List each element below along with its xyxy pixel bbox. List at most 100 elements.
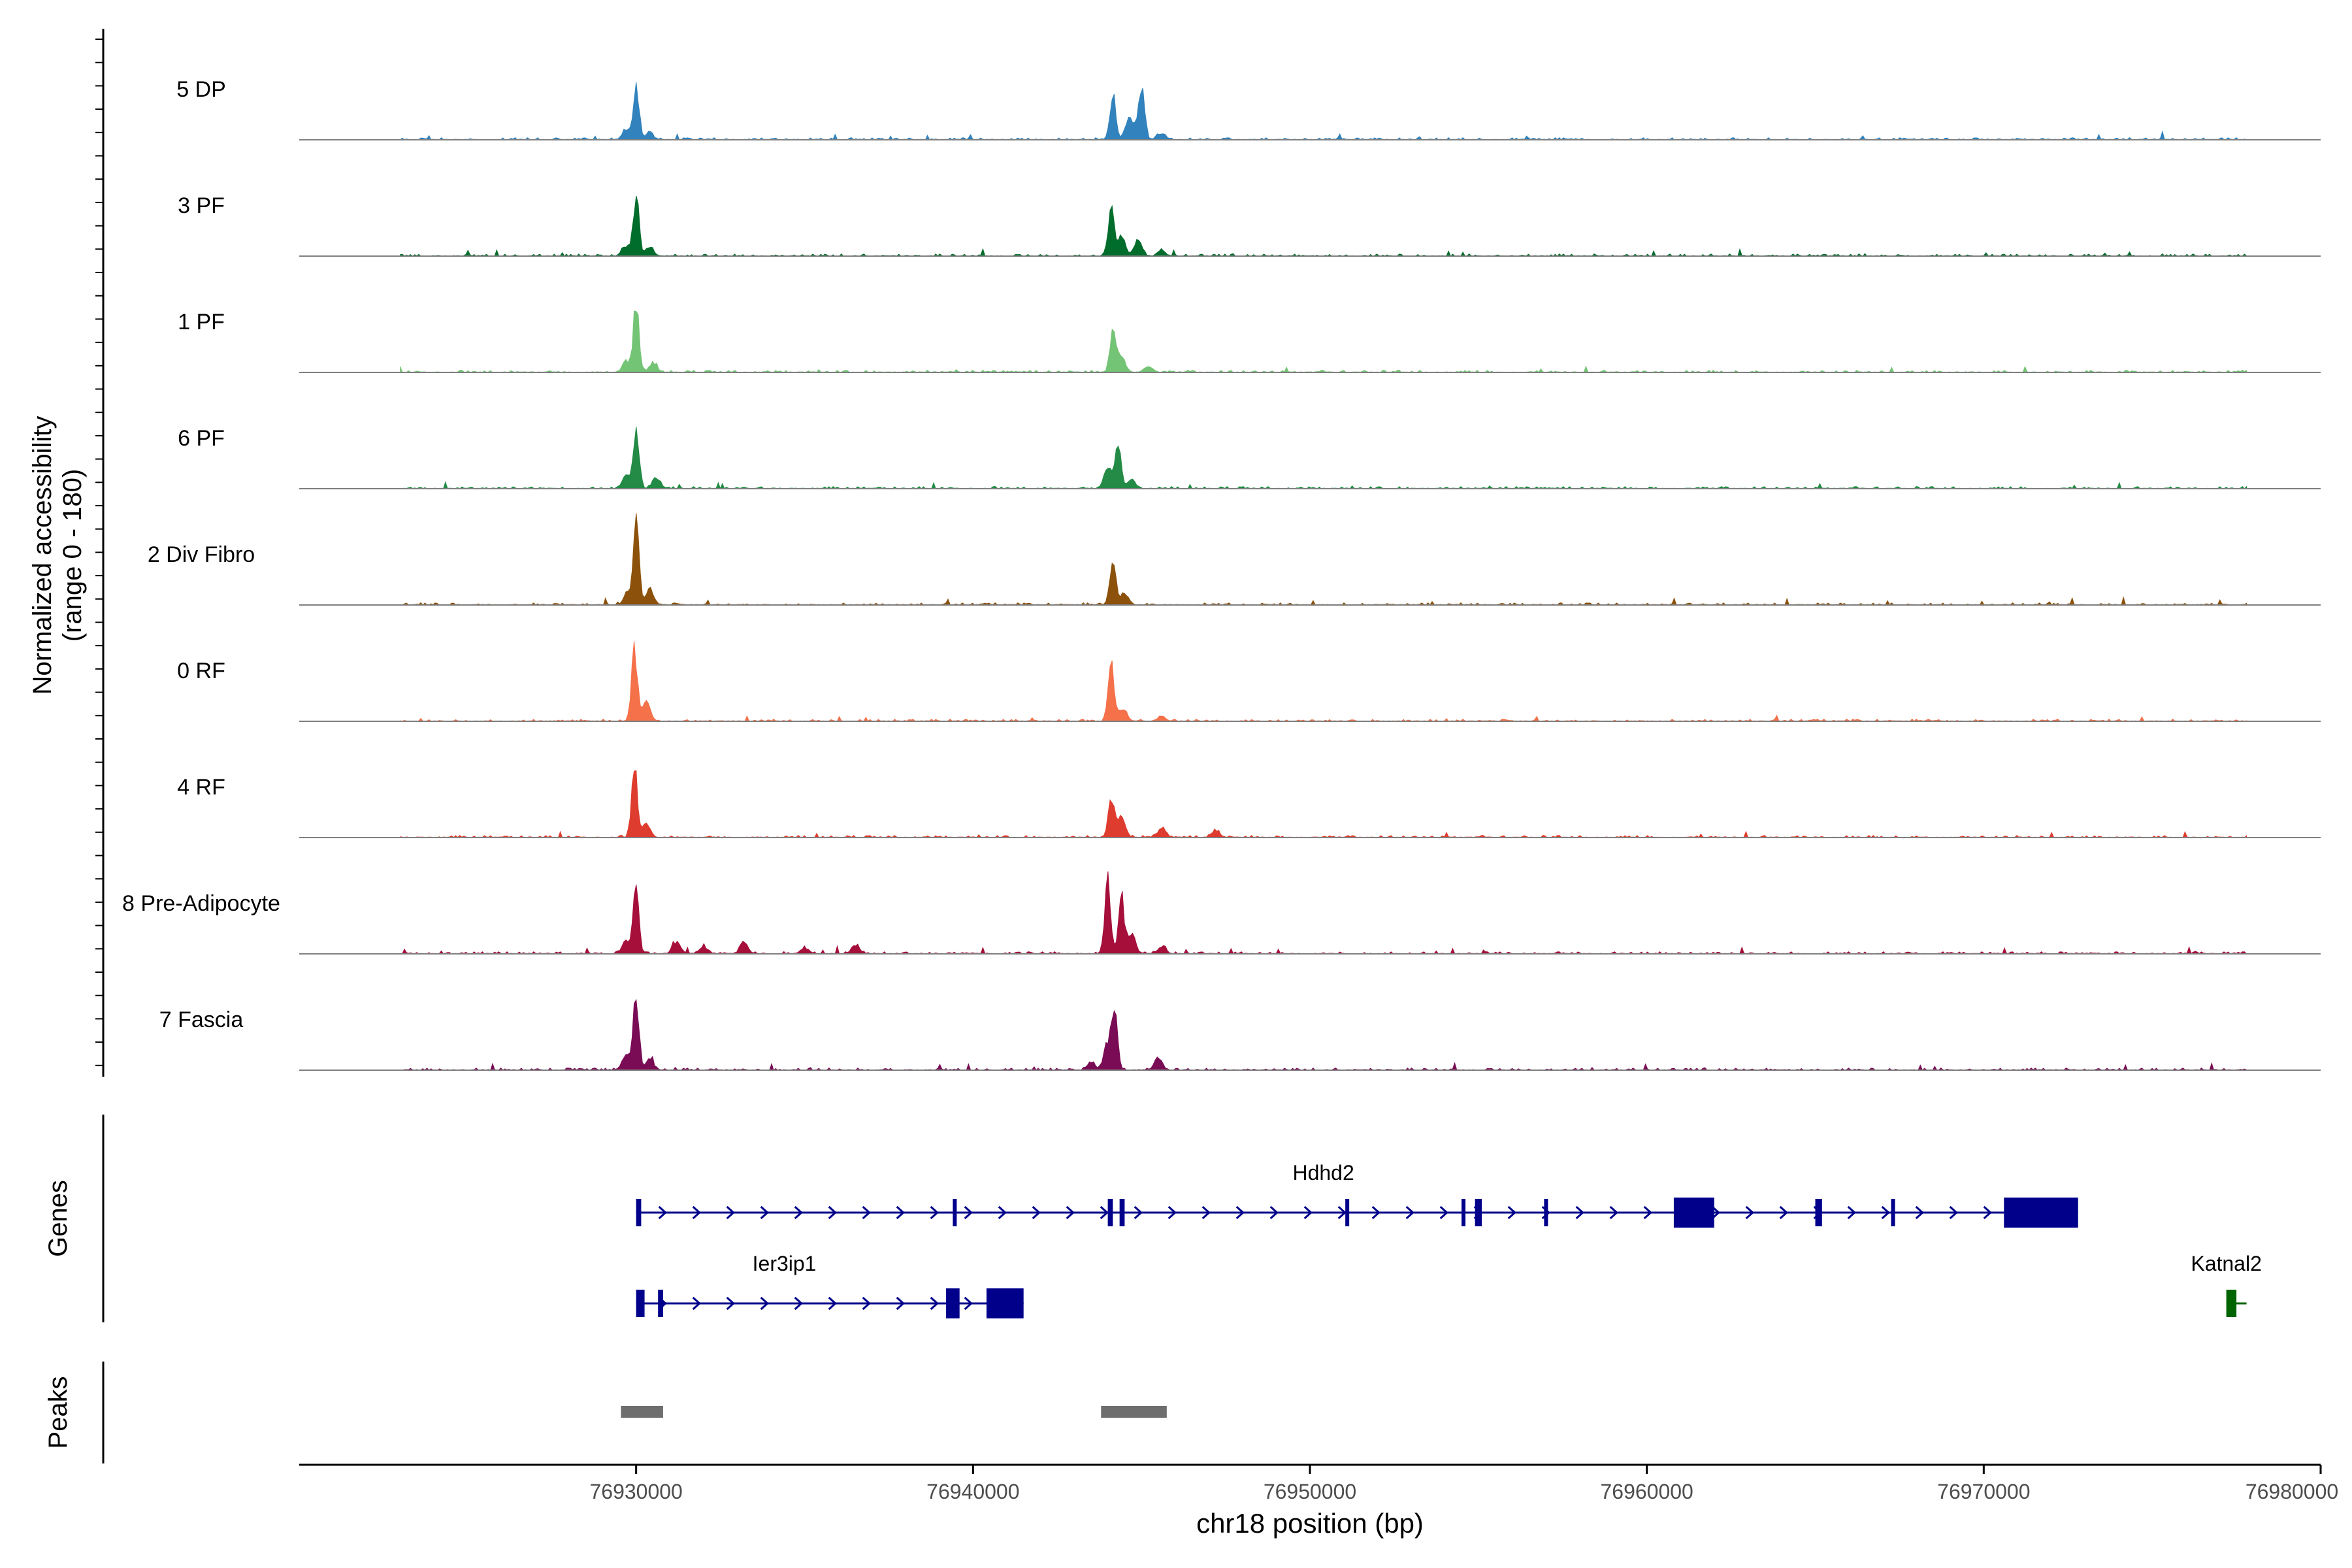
strand-chevron [930,1205,939,1220]
gene-exon [636,1290,645,1317]
track-3-pf: 3 PF [178,193,2321,257]
strand-chevron [794,1205,803,1220]
genes-track-label: Genes [44,1180,73,1257]
strand-chevron [862,1296,871,1311]
gene-exon [1462,1199,1466,1226]
strand-chevron [964,1296,973,1311]
track-label: 6 PF [178,426,225,451]
strand-chevron [1032,1205,1041,1220]
strand-chevron [828,1205,837,1220]
coverage-area [400,641,2247,722]
peak-region [621,1406,663,1418]
x-tick-label: 76970000 [1937,1480,2030,1503]
strand-chevron [930,1296,939,1311]
coverage-area [400,871,2247,955]
track-label: 7 Fascia [159,1007,244,1032]
strand-chevron [1507,1205,1516,1220]
track-2-div-fibro: 2 Div Fibro [148,513,2321,606]
strand-chevron [862,1205,871,1220]
strand-chevron [1915,1205,1924,1220]
x-axis-label: chr18 position (bp) [1196,1508,1424,1539]
gene-exon [658,1290,663,1317]
coverage-area [400,513,2247,606]
strand-chevron [794,1296,803,1311]
x-axis-ticks: 76930000 76940000 76950000 76960000 76970000… [589,1465,2338,1503]
gene-label: Hdhd2 [1292,1161,1354,1184]
coverage-area [400,427,2247,490]
x-tick-label: 76960000 [1600,1480,1693,1503]
gene-exon [1891,1199,1895,1226]
strand-chevron [1303,1205,1313,1220]
track-7-fascia: 7 Fascia [159,998,2321,1071]
gene-ier3ip1: Ier3ip1 [636,1252,1024,1318]
track-label: 8 Pre-Adipocyte [122,891,280,916]
y-axis-label-line2: (range 0 - 180) [58,469,87,642]
gene-exon [1475,1199,1482,1226]
gene-exon [1544,1199,1548,1226]
strand-chevron [1643,1205,1652,1220]
track-1-pf: 1 PF [178,310,2321,373]
gene-exon [1345,1199,1350,1226]
coverage-tracks: 5 DP 3 PF 1 PF 6 PF 2 Div Fibro 0 RF 4 RF 8 Pre… [122,77,2321,1071]
track-0-rf: 0 RF [177,641,2321,722]
coverage-area [400,310,2247,373]
gene-exon [953,1199,957,1226]
strand-chevron [726,1205,735,1220]
gene-exon [2226,1290,2237,1317]
gene-exon [636,1199,642,1226]
strand-chevron [760,1205,769,1220]
x-tick-label: 76940000 [926,1480,1019,1503]
track-6-pf: 6 PF [178,426,2321,490]
gene-exon [1119,1199,1125,1226]
strand-chevron [1066,1205,1075,1220]
track-5-dp: 5 DP [176,77,2321,140]
x-tick-label: 76950000 [1264,1480,1356,1503]
gene-exon [1673,1198,1714,1228]
strand-chevron [1847,1205,1856,1220]
strand-chevron [1779,1205,1788,1220]
track-label: 0 RF [177,659,225,683]
strand-chevron [726,1296,735,1311]
strand-chevron [1439,1205,1448,1220]
coverage-area [400,770,2247,838]
coverage-area [400,998,2247,1071]
strand-chevron [1371,1205,1380,1220]
strand-chevron [1269,1205,1279,1220]
strand-chevron [1168,1205,1177,1220]
y-axis-label-line1: Normalized accessibility [28,416,57,695]
gene-exon [1815,1199,1822,1226]
gene-label: Ier3ip1 [753,1252,817,1275]
coverage-area [400,195,2247,257]
y-axis-label: Normalized accessibility (range 0 - 180) [28,416,87,695]
peak-region [1101,1406,1167,1418]
strand-chevron [692,1296,701,1311]
track-label: 4 RF [177,775,225,800]
track-label: 1 PF [178,310,225,335]
gene-exon [946,1288,960,1318]
track-label: 5 DP [176,77,226,102]
strand-chevron [1134,1205,1143,1220]
track-label: 2 Div Fibro [148,542,255,567]
strand-chevron [1201,1205,1211,1220]
strand-chevron [1575,1205,1584,1220]
coverage-left-ticks [95,39,103,1066]
gene-exon [1107,1199,1113,1226]
strand-chevron [1949,1205,1958,1220]
strand-chevron [896,1296,905,1311]
strand-chevron [1609,1205,1618,1220]
x-tick-label: 76980000 [2246,1480,2338,1503]
genes-track: Hdhd2 Ier3ip1 Katnal2 [636,1161,2262,1318]
strand-chevron [692,1205,701,1220]
strand-chevron [1405,1205,1414,1220]
strand-chevron [1881,1205,1890,1220]
strand-chevron [1100,1205,1109,1220]
strand-chevron [1745,1205,1754,1220]
peaks-track-label: Peaks [44,1376,73,1448]
strand-chevron [1983,1205,1992,1220]
gene-exon [2004,1198,2078,1228]
coverage-area [400,82,2247,140]
strand-chevron [760,1296,769,1311]
strand-chevron [1337,1205,1347,1220]
track-8-pre-adipocyte: 8 Pre-Adipocyte [122,871,2321,955]
